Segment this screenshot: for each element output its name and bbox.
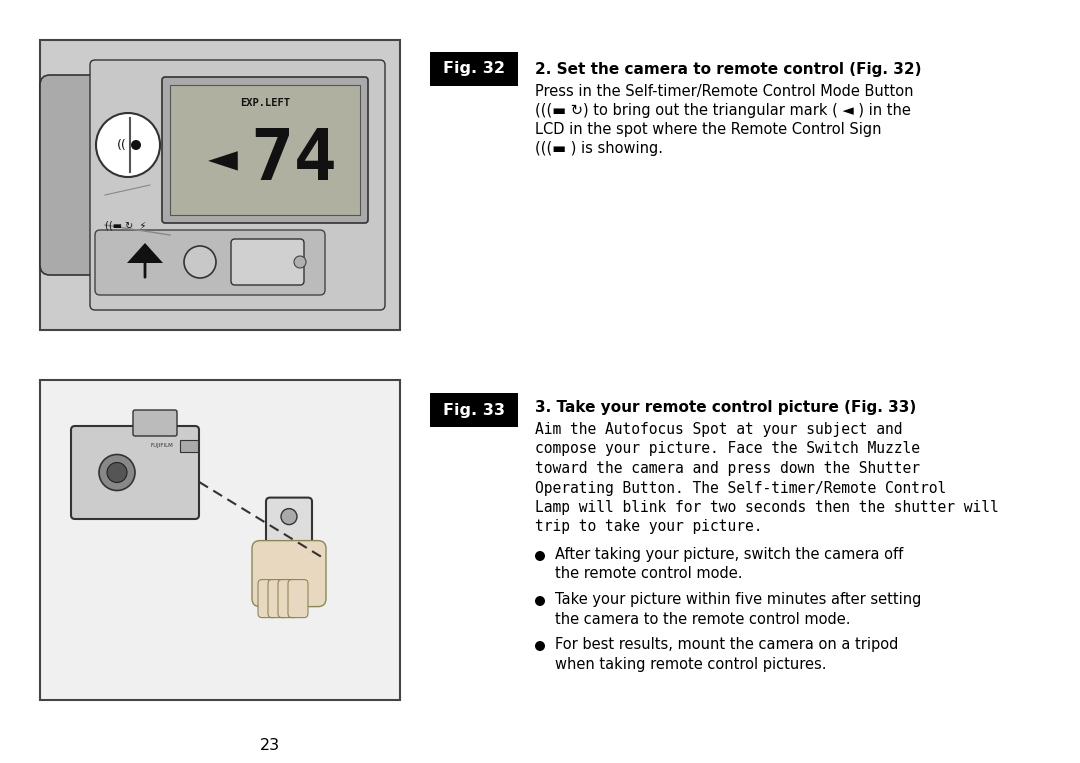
Text: ◄: ◄	[208, 141, 238, 179]
Text: Lamp will blink for two seconds then the shutter will: Lamp will blink for two seconds then the…	[535, 500, 999, 515]
Circle shape	[294, 256, 306, 268]
FancyBboxPatch shape	[288, 580, 308, 617]
Bar	[180, 440, 198, 452]
Text: Fig. 33: Fig. 33	[443, 403, 505, 417]
Text: compose your picture. Face the Switch Muzzle: compose your picture. Face the Switch Mu…	[535, 442, 920, 456]
Text: After taking your picture, switch the camera off: After taking your picture, switch the ca…	[555, 547, 903, 562]
Text: the remote control mode.: the remote control mode.	[555, 566, 743, 581]
Text: 2. Set the camera to remote control (Fig. 32): 2. Set the camera to remote control (Fig…	[535, 62, 921, 77]
Text: (⁠(⁠(▬ ) is showing.: (⁠(⁠(▬ ) is showing.	[535, 141, 663, 156]
Circle shape	[535, 596, 545, 606]
FancyBboxPatch shape	[268, 580, 288, 617]
FancyBboxPatch shape	[95, 230, 325, 295]
FancyBboxPatch shape	[40, 75, 114, 275]
Text: trip to take your picture.: trip to take your picture.	[535, 520, 762, 535]
FancyBboxPatch shape	[71, 426, 199, 519]
Bar	[430, 393, 518, 427]
Circle shape	[107, 462, 127, 482]
FancyBboxPatch shape	[258, 580, 278, 617]
FancyBboxPatch shape	[252, 541, 326, 607]
Circle shape	[184, 246, 216, 278]
FancyBboxPatch shape	[266, 497, 312, 558]
Circle shape	[99, 455, 135, 491]
Circle shape	[535, 641, 545, 651]
Text: toward the camera and press down the Shutter: toward the camera and press down the Shu…	[535, 461, 920, 476]
Text: LCD in the spot where the Remote Control Sign: LCD in the spot where the Remote Control…	[535, 122, 881, 137]
Text: (⁠(⁠(▬ ↻) to bring out the triangular mark ( ◄ ) in the: (⁠(⁠(▬ ↻) to bring out the triangular ma…	[535, 103, 910, 118]
Circle shape	[281, 509, 297, 525]
Text: Operating Button. The Self-timer/Remote Control: Operating Button. The Self-timer/Remote …	[535, 481, 946, 495]
Text: 23: 23	[260, 738, 280, 752]
Text: the camera to the remote control mode.: the camera to the remote control mode.	[555, 611, 851, 626]
Text: EXP.LEFT: EXP.LEFT	[240, 98, 291, 108]
Bar	[170, 85, 360, 215]
FancyBboxPatch shape	[231, 239, 303, 285]
Polygon shape	[127, 243, 163, 263]
FancyBboxPatch shape	[162, 77, 368, 223]
FancyBboxPatch shape	[278, 580, 298, 617]
Text: Aim the Autofocus Spot at your subject and: Aim the Autofocus Spot at your subject a…	[535, 422, 903, 437]
Text: ((: ((	[117, 139, 126, 152]
Bar	[40, 380, 400, 700]
Text: 3. Take your remote control picture (Fig. 33): 3. Take your remote control picture (Fig…	[535, 400, 916, 415]
Text: ((▬ ↻  ⚡: ((▬ ↻ ⚡	[105, 220, 147, 230]
Text: when taking remote control pictures.: when taking remote control pictures.	[555, 656, 826, 671]
Text: Take your picture within five minutes after setting: Take your picture within five minutes af…	[555, 592, 921, 607]
Text: Press in the Self-timer/Remote Control Mode Button: Press in the Self-timer/Remote Control M…	[535, 84, 914, 99]
Bar	[430, 52, 518, 86]
FancyBboxPatch shape	[133, 410, 177, 436]
Text: 74: 74	[249, 126, 337, 195]
Circle shape	[535, 551, 545, 561]
Circle shape	[96, 113, 160, 177]
FancyBboxPatch shape	[90, 60, 384, 310]
Bar	[40, 40, 400, 330]
Text: Fig. 32: Fig. 32	[443, 62, 505, 76]
Text: For best results, mount the camera on a tripod: For best results, mount the camera on a …	[555, 637, 899, 652]
Circle shape	[131, 140, 141, 150]
Text: FUJIFILM: FUJIFILM	[150, 443, 173, 448]
